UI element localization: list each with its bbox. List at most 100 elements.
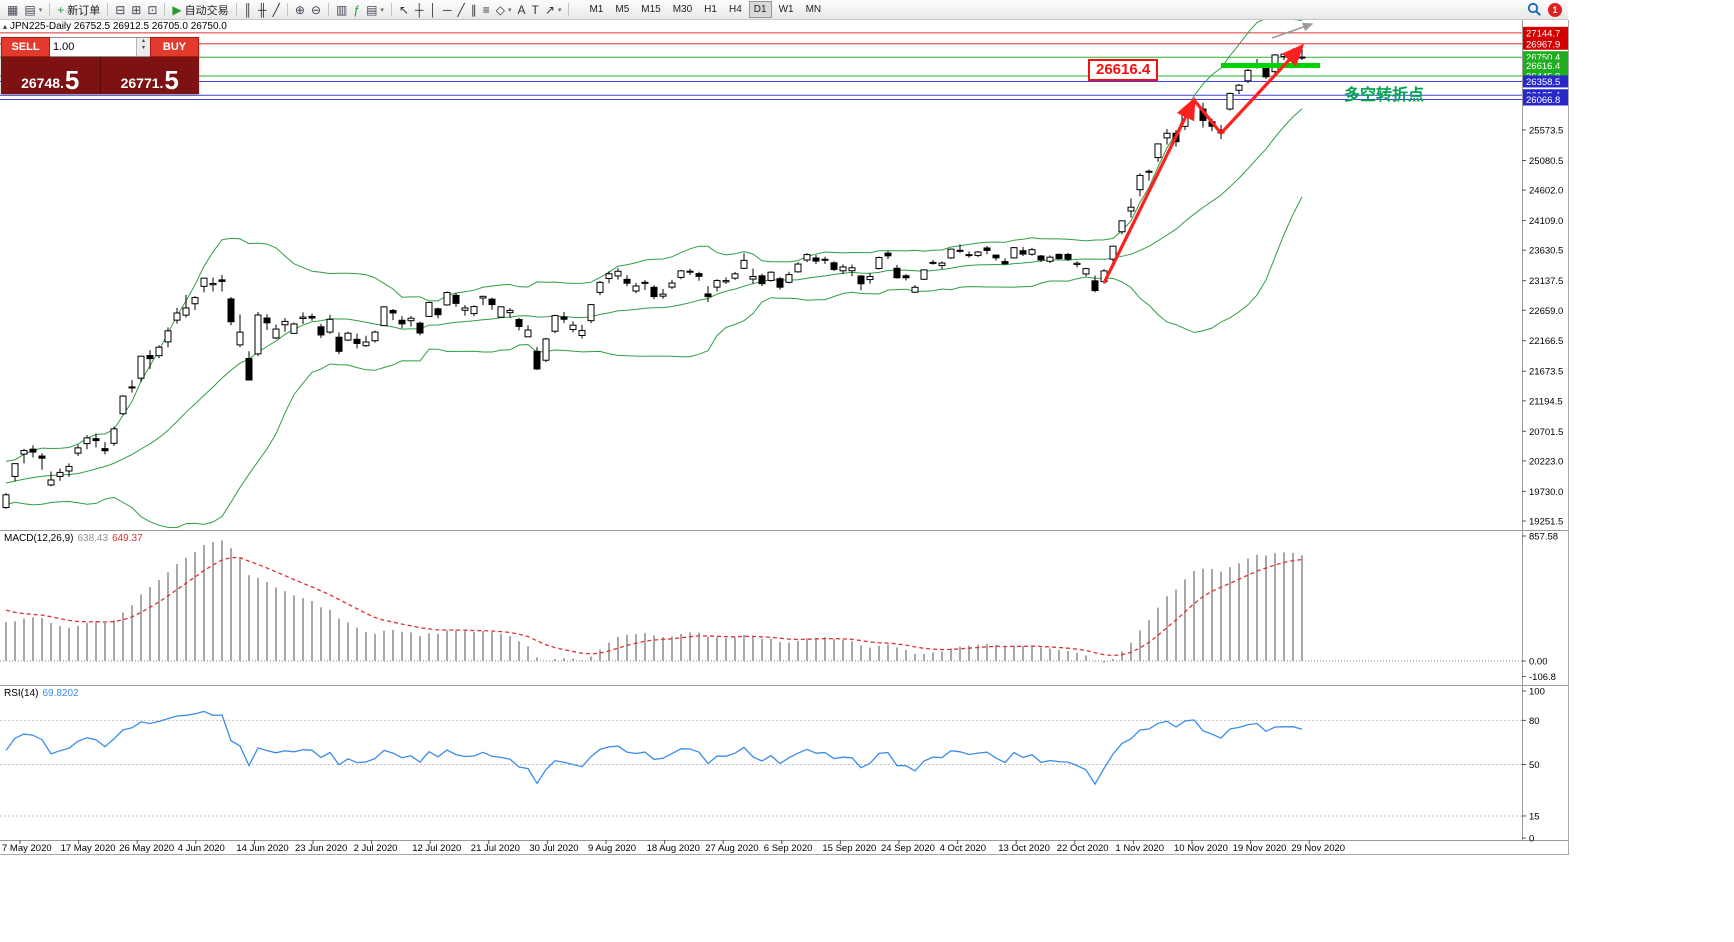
date-label: 21 Jul 2020 — [471, 843, 520, 854]
vertical-line-button[interactable]: │ — [427, 1, 441, 19]
price-tag — [1523, 75, 1568, 88]
date-label: 24 Sep 2020 — [881, 843, 935, 854]
price-tick: 24109.0 — [1529, 216, 1563, 227]
date-label: 14 Jun 2020 — [236, 843, 288, 854]
timeframe-m5[interactable]: M5 — [615, 4, 630, 15]
date-label: 6 Sep 2020 — [764, 843, 813, 854]
cursor-button[interactable]: ↖ — [396, 1, 412, 19]
label-button[interactable]: T — [529, 1, 542, 19]
buy-button[interactable]: BUY — [150, 37, 199, 57]
toolbar-separator — [390, 3, 392, 16]
price-tag-label: 26066.8 — [1526, 95, 1560, 106]
candlestick-chart-button[interactable]: ╫ — [255, 1, 270, 19]
macd-layer — [0, 540, 1522, 663]
toolbar-separator — [286, 3, 288, 16]
chevron-down-icon: ▾ — [38, 6, 43, 14]
text-button[interactable]: A — [515, 1, 529, 19]
rsi-tick: 80 — [1529, 716, 1540, 727]
timeframe-h4[interactable]: H4 — [728, 4, 742, 15]
timeframe-mn[interactable]: MN — [805, 4, 822, 15]
templates-button[interactable]: ▤ ▾ — [363, 1, 387, 19]
cursor-icon: ↖ — [398, 2, 409, 17]
new-chart-button[interactable]: ▦ — [4, 1, 21, 19]
market-watch-button[interactable]: ⊟ — [112, 1, 128, 19]
timeframe-d1[interactable]: D1 — [748, 1, 772, 18]
price-tick: 25080.5 — [1529, 156, 1563, 167]
candlestick-chart-icon: ╫ — [258, 2, 267, 17]
macd-tick: -106.8 — [1529, 672, 1556, 683]
notifications-badge[interactable]: 1 — [1548, 2, 1562, 17]
sell-button[interactable]: SELL — [1, 37, 50, 57]
collapse-arrow-icon[interactable]: ▴ — [3, 22, 8, 31]
zoom-in-button[interactable]: ⊕ — [292, 1, 308, 19]
macd-value-main: 638.43 — [77, 533, 109, 544]
timeframe-m15[interactable]: M15 — [641, 4, 661, 15]
horizontal-line-button[interactable]: ─ — [440, 1, 455, 19]
indicators-button[interactable]: ƒ — [350, 1, 363, 19]
one-click-trading-panel: SELL ▴ ▾ BUY 26748.5 26771.5 — [1, 37, 199, 94]
rsi-layer — [0, 710, 1522, 817]
label-icon: T — [531, 2, 539, 17]
bar-chart-button[interactable]: ║ — [241, 1, 256, 19]
new-order-icon: + — [57, 2, 65, 17]
autotrading-button[interactable]: ▶ 自动交易 — [169, 1, 231, 19]
tile-windows-icon: ▥ — [336, 2, 348, 17]
timeframe-w1[interactable]: W1 — [778, 4, 794, 15]
fibonacci-button[interactable]: ≡ — [480, 1, 493, 19]
price-tag-label: 26750.4 — [1526, 53, 1560, 64]
price-callout-box[interactable]: 26616.4 — [1088, 59, 1159, 81]
price-tick: 21194.5 — [1529, 396, 1563, 407]
price-tag — [1523, 37, 1568, 50]
trendline-button[interactable]: ╱ — [455, 1, 468, 19]
timeframe-m1[interactable]: M1 — [589, 4, 604, 15]
price-tick: 25573.5 — [1529, 126, 1563, 137]
volume-up-icon[interactable]: ▴ — [141, 38, 145, 44]
rsi-tick: 50 — [1529, 760, 1540, 771]
zoom-out-button[interactable]: ⊖ — [308, 1, 324, 19]
price-tag-label: 26616.4 — [1526, 61, 1560, 72]
timeframe-h1[interactable]: H1 — [704, 4, 717, 15]
navigator-button[interactable]: ⊞ — [128, 1, 144, 19]
date-label: 7 May 2020 — [2, 843, 52, 854]
sell-price[interactable]: 26748. 5 — [1, 57, 100, 94]
tile-windows-button[interactable]: ▥ — [333, 1, 350, 19]
search-icon[interactable] — [1527, 2, 1542, 17]
channel-button[interactable]: ∥ — [468, 1, 480, 19]
buy-price[interactable]: 26771. 5 — [99, 57, 200, 94]
line-chart-button[interactable]: ╱ — [270, 1, 283, 19]
shapes-button[interactable]: ◇ ▾ — [493, 1, 515, 19]
date-label: 13 Oct 2020 — [998, 843, 1050, 854]
date-label: 15 Sep 2020 — [822, 843, 876, 854]
crosshair-icon: ┼ — [414, 2, 424, 17]
volume-down-icon[interactable]: ▾ — [141, 45, 145, 51]
price-tag-label: 26967.9 — [1526, 39, 1560, 50]
arrows-button[interactable]: ↗ ▾ — [542, 1, 565, 19]
crosshair-button[interactable]: ┼ — [412, 1, 427, 19]
price-tick: 20701.5 — [1529, 427, 1563, 438]
price-tick: 22659.0 — [1529, 306, 1563, 317]
main-toolbar: ▦ ▤ ▾ + 新订单 ⊟ ⊞ ⊡ ▶ 自动交易 ║ ╫ ╱ ⊕ ⊖ ▥ ƒ ▤ ▾ ↖ ┼ │ ─ ╱ ∥ ≡ ◇ ▾ A T ↗ ▾ M1… — [0, 0, 1568, 20]
toolbar-separator — [164, 3, 166, 16]
symbol-ohlc-text: JPN225-Daily 26752.5 26912.5 26705.0 267… — [10, 21, 227, 32]
buy-price-main: 26771. — [120, 75, 164, 91]
vertical-line-icon: │ — [429, 2, 438, 17]
main-chart-layer — [0, 20, 1522, 529]
profiles-icon: ▤ — [24, 2, 36, 17]
chart-canvas[interactable]: 25573.5 25080.5 24602.0 24109.0 23630.5 23137… — [0, 20, 1568, 854]
new-order-button[interactable]: + 新订单 — [54, 1, 103, 19]
toolbar-separator — [49, 3, 51, 16]
text-icon: A — [517, 2, 526, 17]
timeframe-m30[interactable]: M30 — [672, 4, 693, 15]
trendline-icon: ╱ — [457, 2, 465, 17]
turning-point-label[interactable]: 多空转折点 — [1344, 87, 1425, 104]
date-label: 4 Oct 2020 — [940, 843, 986, 854]
volume-input[interactable] — [50, 38, 136, 56]
price-tag-label: 26358.5 — [1526, 77, 1560, 88]
fibonacci-icon: ≡ — [482, 2, 490, 17]
date-label: 4 Jun 2020 — [178, 843, 225, 854]
terminal-button[interactable]: ⊡ — [144, 1, 160, 19]
line-chart-icon: ╱ — [272, 2, 280, 17]
toolbar-separator — [107, 3, 109, 16]
profiles-button[interactable]: ▤ ▾ — [21, 1, 45, 19]
date-label: 29 Nov 2020 — [1291, 843, 1345, 854]
